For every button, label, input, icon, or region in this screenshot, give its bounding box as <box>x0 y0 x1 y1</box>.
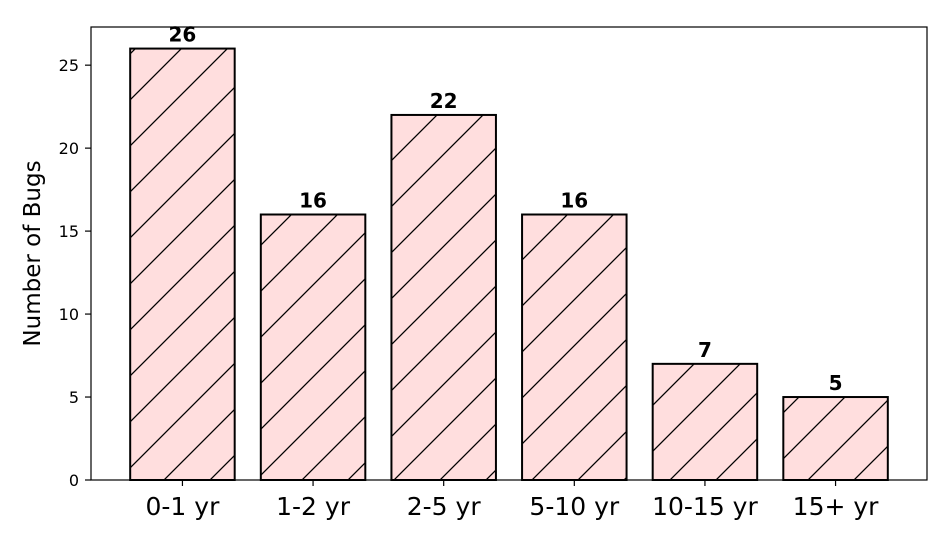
bar <box>259 213 367 481</box>
x-tick-label: 1-2 yr <box>276 492 351 521</box>
x-tick-label: 15+ yr <box>793 492 880 521</box>
data-label: 7 <box>698 338 712 362</box>
bar <box>390 113 497 481</box>
bar <box>521 213 628 481</box>
x-tick-label: 5-10 yr <box>529 492 619 521</box>
y-tick-label: 15 <box>59 222 79 241</box>
y-tick-label: 10 <box>59 305 79 324</box>
x-tick-label: 0-1 yr <box>146 492 221 521</box>
y-tick-label: 20 <box>59 139 79 158</box>
data-labels: 26 16 22 16 7 5 <box>169 23 843 395</box>
y-axis-label: Number of Bugs <box>20 160 46 346</box>
bar <box>782 396 889 481</box>
y-tick-label: 5 <box>69 388 79 407</box>
y-tick-label: 0 <box>69 471 79 490</box>
y-axis: 0 5 10 15 20 25 <box>59 56 91 490</box>
plot-frame <box>90 26 928 481</box>
x-tick-label: 10-15 yr <box>652 492 758 521</box>
data-label: 26 <box>169 23 197 47</box>
bar <box>129 47 236 481</box>
x-tick-label: 2-5 yr <box>407 492 482 521</box>
data-label: 22 <box>430 89 458 113</box>
x-axis: 0-1 yr 1-2 yr 2-5 yr 5-10 yr 10-15 yr 15+ yr <box>146 480 880 521</box>
data-label: 5 <box>829 371 843 395</box>
y-tick-label: 25 <box>59 56 79 75</box>
bars-layer <box>129 47 889 482</box>
bar <box>651 362 759 482</box>
data-label: 16 <box>299 189 327 213</box>
data-label: 16 <box>560 189 588 213</box>
